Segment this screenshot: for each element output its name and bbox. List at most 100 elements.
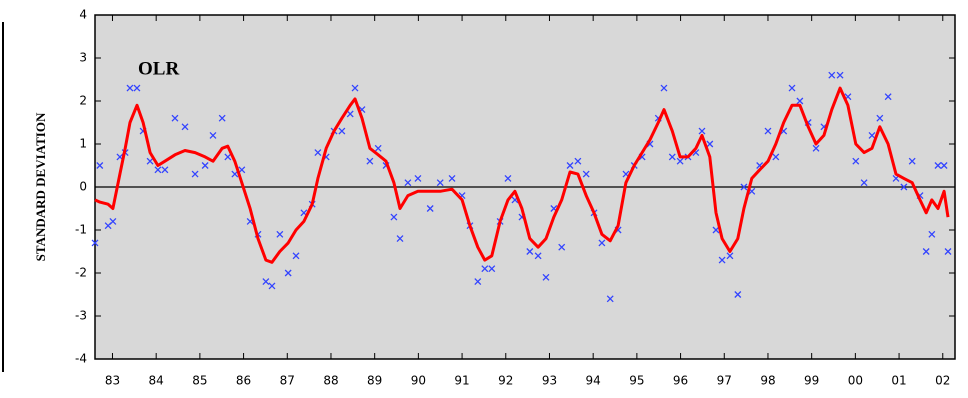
data-point <box>928 230 936 238</box>
data-point <box>718 256 726 264</box>
data-point <box>284 269 292 277</box>
data-point <box>740 183 748 191</box>
y-tick-label: -3 <box>75 309 87 323</box>
data-point <box>706 140 714 148</box>
data-point <box>366 157 374 165</box>
data-point <box>374 144 382 152</box>
x-tick-label: 99 <box>804 374 819 388</box>
x-tick-label: 84 <box>149 374 164 388</box>
data-point <box>668 153 676 161</box>
data-point <box>346 110 354 118</box>
data-point <box>836 71 844 79</box>
data-point <box>788 84 796 92</box>
data-point <box>91 239 99 247</box>
data-point <box>481 265 489 273</box>
data-point <box>940 162 948 169</box>
x-tick-label: 98 <box>760 374 775 388</box>
data-point <box>726 252 734 260</box>
data-point <box>542 273 550 281</box>
data-point <box>154 166 162 174</box>
x-tick-label: 86 <box>236 374 251 388</box>
data-point <box>201 162 209 169</box>
data-point <box>606 295 614 303</box>
data-point <box>852 157 860 165</box>
data-point <box>712 226 720 234</box>
chart-title: OLR <box>138 58 179 79</box>
data-point <box>181 123 189 131</box>
data-point <box>276 230 284 238</box>
y-tick-label: 3 <box>79 51 87 65</box>
data-point <box>582 170 590 178</box>
data-point <box>191 170 199 178</box>
data-point <box>292 252 300 260</box>
data-point <box>884 93 892 101</box>
data-point <box>504 174 512 182</box>
data-point <box>436 179 444 187</box>
data-point <box>314 149 322 157</box>
x-tick-label: 02 <box>935 374 950 388</box>
x-tick-label: 92 <box>498 374 513 388</box>
y-tick-label: -2 <box>75 266 87 280</box>
data-point <box>764 127 772 135</box>
data-point <box>262 278 270 286</box>
data-point <box>224 153 232 161</box>
x-tick-label: 01 <box>891 374 906 388</box>
data-point <box>488 265 496 273</box>
data-point <box>922 248 930 255</box>
data-point <box>812 144 820 152</box>
data-point <box>828 71 836 79</box>
data-point <box>698 127 706 135</box>
data-point <box>860 179 868 187</box>
y-axis-title: STANDARD DEVIATION <box>33 112 48 261</box>
data-point <box>558 243 566 251</box>
data-point <box>126 84 134 92</box>
data-point <box>676 157 684 165</box>
data-point <box>772 153 780 161</box>
y-tick-label: -4 <box>75 352 87 366</box>
data-point <box>396 235 404 243</box>
data-point <box>534 252 542 260</box>
x-tick-label: 89 <box>367 374 382 388</box>
data-point <box>566 162 574 169</box>
data-point <box>146 157 154 165</box>
data-point <box>526 248 534 255</box>
x-tick-label: 93 <box>542 374 557 388</box>
data-point <box>796 97 804 105</box>
y-tick-label: 2 <box>79 94 87 108</box>
data-point <box>109 217 117 225</box>
data-line <box>94 86 950 264</box>
data-point <box>598 239 606 247</box>
data-point <box>414 174 422 182</box>
data-point <box>351 84 359 92</box>
y-tick-label: 1 <box>79 137 87 151</box>
data-point <box>133 84 141 92</box>
data-point <box>734 291 742 298</box>
data-point <box>238 166 246 174</box>
x-tick-label: 83 <box>105 374 120 388</box>
data-point <box>868 131 876 139</box>
data-point <box>209 131 217 139</box>
x-tick-label: 91 <box>454 374 469 388</box>
data-point <box>426 205 434 212</box>
data-point <box>876 114 884 122</box>
data-point <box>944 248 952 255</box>
x-tick-label: 94 <box>586 374 601 388</box>
data-point <box>96 162 104 169</box>
x-tick-label: 85 <box>192 374 207 388</box>
x-tick-label: 90 <box>411 374 426 388</box>
data-point <box>404 179 412 187</box>
x-tick-label: 87 <box>280 374 295 388</box>
x-tick-label: 97 <box>717 374 732 388</box>
x-tick-label: 95 <box>629 374 644 388</box>
data-point <box>218 114 226 122</box>
x-tick-label: 00 <box>848 374 863 388</box>
x-tick-label: 88 <box>323 374 338 388</box>
y-tick-label: 0 <box>79 180 87 194</box>
data-point <box>900 183 908 191</box>
data-point <box>660 84 668 92</box>
data-point <box>908 157 916 165</box>
data-point <box>934 162 942 169</box>
x-tick-label: 96 <box>673 374 688 388</box>
